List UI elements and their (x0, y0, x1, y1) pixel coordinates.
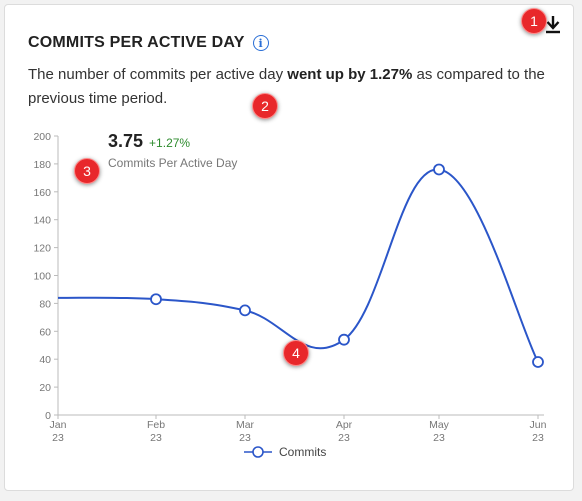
download-icon[interactable] (543, 12, 563, 36)
description: The number of commits per active day wen… (28, 63, 548, 111)
card-header: COMMITS PER ACTIVE DAY i (28, 34, 269, 52)
legend-label: Commits (279, 445, 327, 459)
kpi-block: 3.75 +1.27% Commits Per Active Day (108, 131, 237, 170)
legend-marker-icon (244, 446, 272, 458)
description-suffix: as compared to the previous time period. (28, 66, 545, 107)
description-highlight: went up by 1.27% (287, 66, 413, 83)
annotation-badge-3: 3 (74, 158, 100, 184)
annotation-badge-1: 1 (521, 8, 547, 34)
annotation-badge-4: 4 (283, 340, 309, 366)
info-icon[interactable]: i (252, 35, 269, 51)
description-prefix: The number of commits per active day (28, 66, 288, 83)
kpi-delta: +1.27% (149, 136, 191, 150)
chart-legend[interactable]: Commits (243, 445, 326, 459)
card-title: COMMITS PER ACTIVE DAY (28, 34, 245, 51)
kpi-value: 3.75 (108, 131, 144, 151)
annotation-badge-2: 2 (252, 93, 278, 119)
kpi-label: Commits Per Active Day (108, 156, 238, 170)
